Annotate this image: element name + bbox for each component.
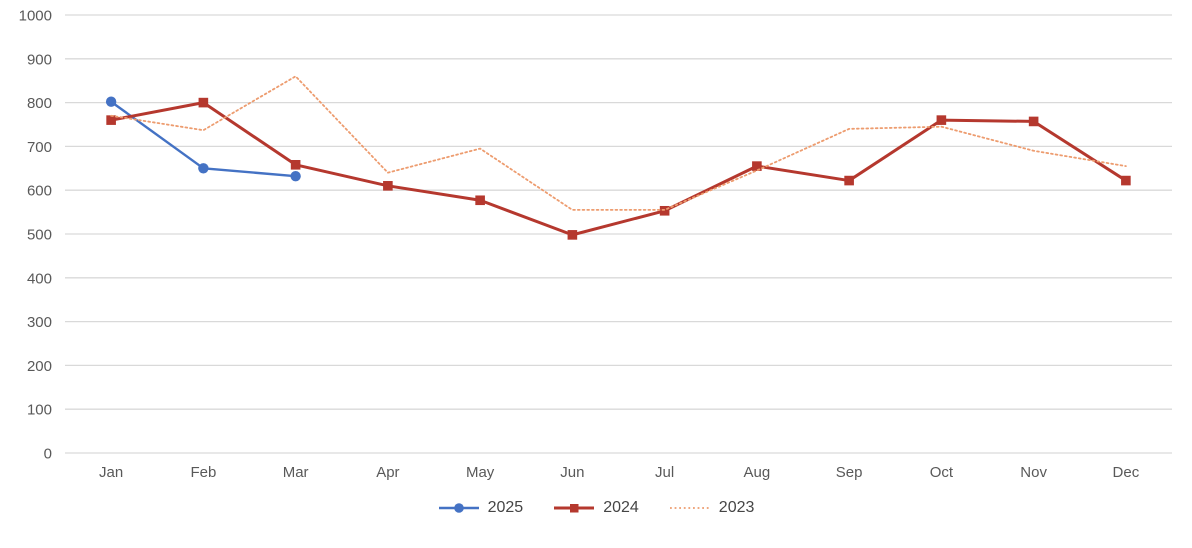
y-axis-tick-label: 800	[27, 95, 52, 112]
legend-item-2024: 2024	[553, 500, 639, 516]
legend-label-2025: 2025	[487, 499, 524, 516]
data-point-marker-2024	[936, 115, 947, 125]
legend-swatch-2023-dotted-line-icon	[669, 507, 710, 509]
legend-swatch-2025-line-circle-icon	[438, 503, 479, 513]
data-point-marker-2024	[752, 161, 762, 171]
data-point-marker-2024	[475, 195, 485, 206]
y-axis-tick-label: 1000	[19, 8, 52, 25]
legend-item-2023: 2023	[669, 499, 755, 516]
y-axis-tick-label: 400	[27, 270, 52, 287]
x-axis-tick-label: Jun	[560, 464, 584, 481]
x-axis-tick-label: Apr	[376, 464, 399, 481]
data-point-marker-2024	[198, 97, 209, 108]
y-axis-tick-label: 600	[27, 183, 52, 200]
y-axis-tick-label: 700	[27, 139, 52, 156]
y-axis-tick-label: 300	[27, 314, 52, 331]
data-point-marker-2024	[844, 175, 854, 186]
x-axis-tick-label: Jul	[655, 464, 674, 481]
y-axis-tick-label: 0	[44, 446, 52, 463]
x-axis-tick-label: Dec	[1113, 464, 1140, 481]
legend-swatch-2024-line-square-icon	[554, 504, 595, 513]
legend-item-2025: 2025	[438, 499, 524, 516]
chart-legend: 2025 2024 2023	[0, 500, 1192, 516]
x-axis-tick-label: Oct	[930, 464, 954, 481]
x-axis-tick-label: May	[466, 464, 495, 481]
data-point-marker-2025	[290, 170, 301, 182]
data-point-marker-2024	[383, 181, 393, 191]
y-axis-tick-label: 500	[27, 227, 52, 244]
legend-label-2023: 2023	[718, 499, 755, 516]
data-point-marker-2024	[567, 230, 578, 240]
x-axis-tick-label: Mar	[283, 464, 309, 481]
data-point-marker-2024	[1121, 175, 1131, 186]
series-line-2023	[110, 75, 1127, 211]
data-point-marker-2024	[106, 115, 116, 125]
x-axis-tick-label: Sep	[836, 464, 863, 481]
data-point-marker-2025	[198, 163, 209, 174]
data-point-marker-2024	[659, 205, 670, 216]
legend-label-2024: 2024	[603, 499, 639, 516]
data-point-marker-2024	[1028, 116, 1039, 127]
series-line-2024	[109, 101, 1128, 237]
x-axis-tick-label: Nov	[1020, 464, 1047, 481]
chart-plot-area: 0 100 200 300 400 500 600 700 800 900 1000 Jan Feb Ma…	[19, 8, 1172, 481]
data-point-marker-2025	[105, 96, 117, 107]
data-point-marker-2024	[290, 159, 301, 170]
y-axis-tick-label: 100	[27, 402, 52, 419]
x-axis-tick-label: Jan	[99, 464, 123, 481]
y-axis-tick-label: 900	[27, 51, 52, 68]
x-axis-tick-label: Feb	[190, 464, 216, 481]
y-axis-tick-label: 200	[27, 358, 52, 375]
x-axis-tick-label: Aug	[744, 464, 771, 481]
